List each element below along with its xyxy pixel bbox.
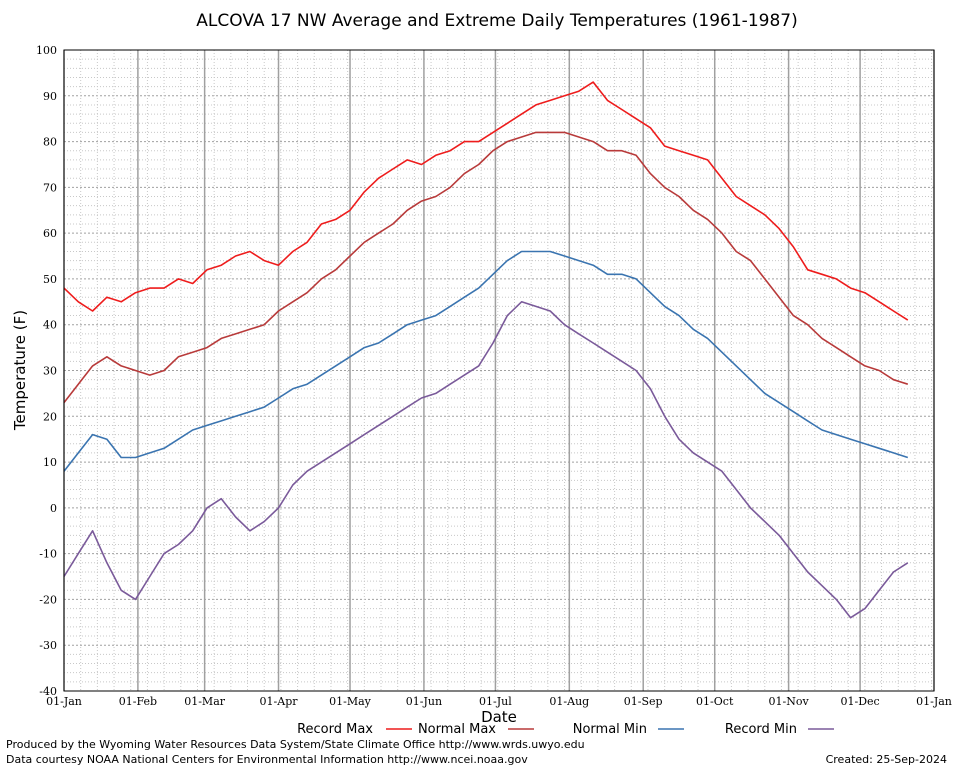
- y-tick-label: 100: [36, 44, 57, 57]
- y-tick-label: 20: [43, 410, 57, 423]
- y-tick-label: -30: [39, 639, 57, 652]
- series-line-record-max: [63, 81, 909, 321]
- x-tick-label: 01-Jan: [46, 695, 82, 708]
- y-tick-label: 80: [43, 136, 57, 149]
- x-tick-label: 01-Oct: [696, 695, 734, 708]
- grid: [63, 49, 935, 692]
- x-tick-label: 01-Nov: [769, 695, 810, 708]
- y-tick-label: 50: [43, 273, 57, 286]
- created-date: Created: 25-Sep-2024: [826, 753, 947, 766]
- chart-title: ALCOVA 17 NW Average and Extreme Daily T…: [196, 11, 797, 31]
- y-tick-label: 90: [43, 90, 57, 103]
- footer-line-1: Produced by the Wyoming Water Resources …: [6, 738, 585, 751]
- y-tick-label: 0: [50, 502, 57, 515]
- x-axis-label: Date: [481, 708, 517, 726]
- x-tick-label: 01-Aug: [549, 695, 589, 708]
- x-tick-label: 01-Jun: [406, 695, 442, 708]
- x-tick-label: 01-Dec: [841, 695, 880, 708]
- y-tick-label: 60: [43, 227, 57, 240]
- y-tick-label: 30: [43, 365, 57, 378]
- series-line-record-min: [63, 300, 909, 619]
- footer-line-2: Data courtesy NOAA National Centers for …: [6, 753, 528, 766]
- y-tick-label: 10: [43, 456, 57, 469]
- y-axis-label: Temperature (F): [11, 310, 29, 431]
- x-tick-labels: 01-Jan 01-Feb 01-Mar 01-Apr 01-May 01-Jun 01-J…: [46, 695, 952, 708]
- legend-label: Record Min: [725, 722, 797, 737]
- x-tick-label: 01-Feb: [119, 695, 157, 708]
- x-tick-label: 01-Apr: [260, 695, 299, 708]
- legend: Record Max Normal Max Normal Min Record Min: [297, 722, 834, 737]
- y-tick-label: -20: [39, 593, 57, 606]
- series-line-normal-min: [63, 250, 909, 472]
- series-line-normal-max: [63, 131, 909, 404]
- legend-label: Record Max: [297, 722, 373, 737]
- x-tick-label: 01-Mar: [184, 695, 226, 708]
- y-tick-label: 70: [43, 181, 57, 194]
- x-tick-label: 01-Sep: [624, 695, 663, 708]
- x-tick-label: 01-May: [329, 695, 372, 708]
- series-lines: [63, 81, 909, 619]
- plot-frame: [63, 49, 935, 692]
- x-tick-label: 01-Jan: [916, 695, 952, 708]
- x-tick-label: 01-Jul: [479, 695, 512, 708]
- y-tick-label: 40: [43, 319, 57, 332]
- y-tick-label: -40: [39, 685, 57, 698]
- y-tick-label: -10: [39, 548, 57, 561]
- legend-label: Normal Min: [573, 722, 647, 737]
- legend-label: Normal Max: [418, 722, 496, 737]
